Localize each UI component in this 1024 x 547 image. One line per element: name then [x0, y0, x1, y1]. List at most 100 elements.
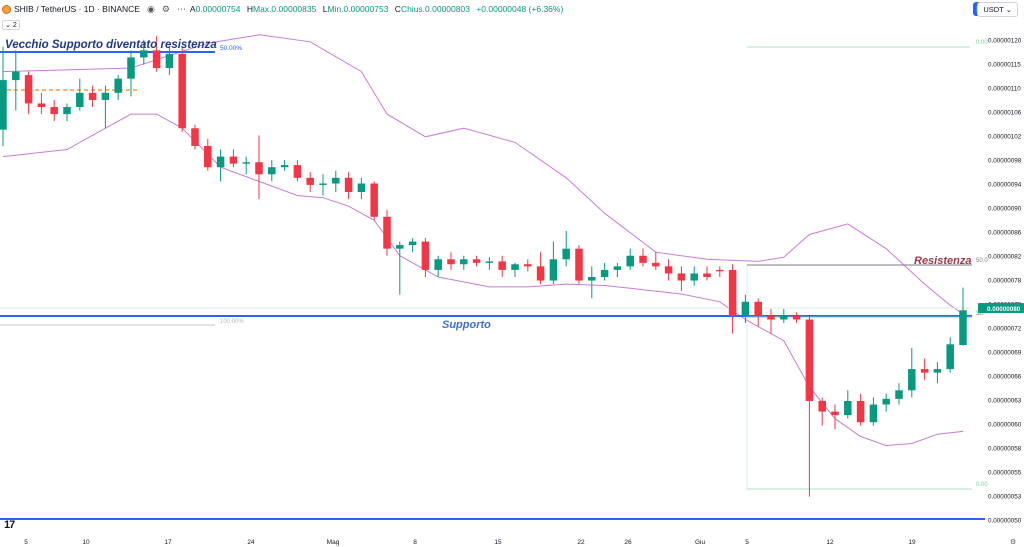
close-value: Chius.0.00000803: [400, 4, 470, 14]
candle: [460, 255, 468, 270]
candle-body: [434, 259, 442, 270]
candle: [396, 241, 404, 295]
indicators-toggle[interactable]: ⌄ 2: [2, 20, 20, 30]
price-tick-label: 0.00000115: [988, 62, 1021, 69]
candle-body: [447, 259, 455, 265]
candle-body: [908, 369, 916, 391]
symbol-title[interactable]: SHIB / TetherUS · 1D · BINANCE: [14, 4, 140, 14]
candle-body: [856, 400, 865, 423]
candle: [293, 160, 302, 182]
low-value: Min.0.00000753: [327, 4, 389, 14]
candle-body: [652, 262, 660, 267]
candle: [472, 255, 481, 267]
support-annotation: Supporto: [442, 319, 491, 331]
candle: [485, 257, 494, 270]
candle-body: [344, 177, 353, 192]
legend-bar: SHIB / TetherUS · 1D · BINANCE ◉ ⚙ ⋯ A0.…: [0, 0, 1024, 18]
candle: [498, 255, 506, 277]
candle: [933, 362, 942, 384]
time-axis[interactable]: 5 10 17 24 Mag 8 15 22 26 Giu 5 12 19 ⚙: [24, 538, 1016, 546]
price-tick-label: 0.00000058: [988, 446, 1022, 453]
time-tick-label: 15: [494, 539, 502, 546]
candle: [639, 248, 647, 267]
candle: [549, 241, 558, 285]
eye-icon[interactable]: ◉: [146, 3, 155, 14]
candle-body: [536, 266, 545, 281]
time-tick-label: 17: [164, 539, 172, 546]
time-tick-label: 5: [745, 539, 749, 546]
support-pct-label: 100.00%: [220, 319, 244, 325]
price-tick-label: 0.00000069: [988, 350, 1022, 357]
candle: [780, 308, 788, 324]
candle: [690, 266, 698, 286]
candle-body: [12, 71, 20, 81]
price-tick-label: 0.00000053: [988, 494, 1022, 501]
candle-body: [332, 177, 340, 184]
candle: [613, 262, 622, 277]
candle-body: [191, 128, 199, 146]
candle: [140, 39, 148, 65]
candle-body: [268, 167, 276, 175]
currency-select[interactable]: USDT ⌄: [977, 2, 1018, 17]
resistance-annotation: Resistenza: [914, 255, 971, 267]
candle-body: [511, 264, 519, 270]
bollinger-bands: [2, 34, 964, 447]
current-price-badge: [978, 303, 1024, 313]
candle: [741, 294, 750, 324]
time-tick-label: 10: [82, 539, 90, 546]
candle: [101, 85, 110, 129]
old-support-annotation: Vecchio Supporto diventato resistenza: [5, 39, 217, 51]
candle-body: [204, 145, 212, 168]
bollinger-lower-line: [2, 113, 964, 447]
candlesticks: [0, 36, 967, 497]
price-tick-label: 0.00000110: [988, 86, 1021, 93]
candle-body: [690, 273, 698, 281]
ohlc-values: A0.00000754 HMax.0.00000835 LMin.0.00000…: [190, 4, 567, 14]
price-tick-label: 0.00000050: [988, 518, 1022, 525]
tradingview-logo-icon: 17: [4, 519, 15, 531]
candle: [716, 266, 724, 277]
candle-body: [728, 269, 737, 316]
candle-body: [472, 259, 481, 263]
candle-body: [664, 266, 673, 274]
candle-body: [524, 264, 532, 267]
candle: [383, 209, 391, 256]
price-axis[interactable]: 0.00000120 0.00000115 0.00000110 0.00000106…: [978, 38, 1024, 525]
candle-body: [370, 183, 378, 217]
candle: [280, 160, 289, 171]
candle: [511, 262, 519, 277]
candle: [728, 264, 737, 334]
candle: [88, 85, 97, 107]
candle-body: [626, 255, 634, 267]
candle: [24, 71, 33, 115]
candle-body: [639, 255, 647, 263]
candle-body: [178, 53, 186, 129]
candle-body: [127, 57, 135, 79]
candle-body: [165, 53, 174, 69]
candle: [664, 259, 673, 281]
time-tick-label: 5: [24, 539, 28, 546]
candle-body: [613, 266, 622, 270]
candle: [767, 308, 775, 334]
candle: [242, 156, 250, 175]
time-tick-label: 26: [624, 539, 632, 546]
price-tick-label: 0.00000120: [988, 38, 1022, 45]
candle-body: [767, 315, 775, 320]
more-icon[interactable]: ⋯: [176, 3, 186, 14]
candle: [421, 238, 430, 277]
candle-body: [818, 400, 826, 412]
candle: [524, 259, 532, 272]
candle: [0, 46, 7, 146]
candle-body: [792, 315, 801, 320]
candle: [50, 99, 58, 122]
candle: [703, 266, 711, 281]
settings-icon: ⚙: [1010, 538, 1016, 546]
low-label: L: [322, 4, 328, 14]
candle: [344, 172, 353, 200]
candle: [268, 160, 276, 182]
candle: [152, 36, 161, 72]
candle-body: [869, 404, 878, 423]
gear-icon[interactable]: ⚙: [161, 3, 170, 14]
candle: [588, 266, 596, 299]
